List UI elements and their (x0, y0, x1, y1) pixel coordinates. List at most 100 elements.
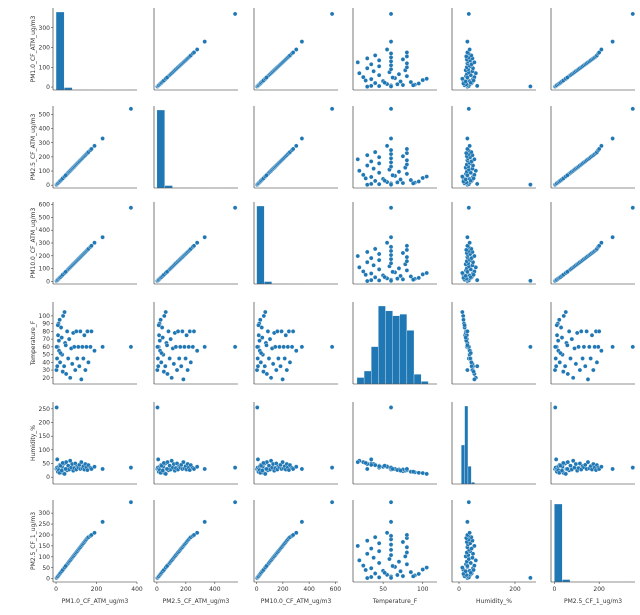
point-pm25cf1-pm25-37 (194, 530, 200, 536)
point-pm25-temp-47 (363, 176, 368, 181)
point-pm25-temp-1 (376, 181, 382, 187)
point-pm1-temp-46 (398, 79, 403, 84)
point-temp-pm10-46 (259, 335, 265, 340)
point-temp-hum-42 (462, 322, 467, 328)
point-pm1-temp-0 (364, 84, 370, 89)
hist-bar-temp-9 (421, 381, 429, 385)
panel-pm25cf1-vs-pm25: 0 200 400 PM2.5_CF_ATM_ug/m3 (153, 499, 238, 605)
point-temp-hum-45 (468, 350, 474, 356)
point-pm10-temp-30 (400, 250, 406, 256)
point-temp-pm10-12 (264, 371, 270, 377)
point-temp-hum-48 (460, 309, 465, 315)
point-pm25-temp-34 (372, 149, 378, 155)
point-pm1-hum-49 (465, 75, 470, 80)
point-pm25-temp-36 (404, 146, 410, 152)
point-hum-pm25cf1-41 (553, 457, 559, 462)
point-pm10-pm25-37 (194, 240, 200, 246)
ytick-label: 100 (39, 554, 51, 561)
point-pm25cf1-temp-20 (388, 552, 394, 558)
hist-bar-temp-4 (385, 310, 393, 385)
hist-bar-pm1-0 (55, 11, 65, 91)
point-pm25cf1-temp-7 (408, 569, 414, 575)
point-pm1-pm25-39 (232, 11, 238, 17)
point-temp-hum-25 (469, 363, 474, 369)
point-pm1-temp-49 (390, 75, 395, 80)
point-pm10-temp-25 (368, 255, 374, 261)
point-pm25cf1-hum-12 (472, 563, 477, 568)
point-temp-pm1-15 (66, 336, 72, 342)
panel-pm10-vs-hum (451, 202, 536, 285)
point-pm1-temp-39 (388, 11, 394, 17)
point-pm1-pm25cf1-49 (565, 75, 570, 80)
point-pm25-temp-6 (372, 178, 378, 184)
point-hum-pm1-27 (79, 459, 84, 465)
point-pm10-hum-46 (463, 273, 468, 279)
point-pm10-pm1-37 (92, 240, 97, 246)
point-pm25-hum-46 (463, 177, 468, 182)
point-hum-pm10-33 (286, 467, 292, 473)
point-temp-pm1-1 (54, 356, 60, 361)
point-pm25-temp-41 (368, 181, 374, 187)
point-pm1-pm10-37 (293, 47, 299, 52)
point-pm1-temp-35 (388, 51, 394, 56)
point-pm1-temp-43 (395, 81, 400, 87)
panel-pm25cf1-vs-temp: 50 100 Temperature_F (352, 499, 437, 605)
ytick-label: 200 (39, 45, 51, 52)
point-pm10-pm25-36 (191, 243, 197, 249)
hist-bar-temp-1 (363, 370, 372, 385)
point-temp-pm1-0 (54, 367, 59, 373)
point-hum-pm10-47 (261, 460, 266, 466)
point-pm10-temp-12 (361, 269, 366, 274)
point-pm25cf1-temp-0 (364, 575, 370, 581)
point-hum-pm25cf1-21 (577, 461, 583, 466)
point-pm10-temp-35 (388, 244, 394, 250)
point-hum-pm25-48 (163, 471, 169, 477)
point-temp-pm25cf1-42 (554, 322, 560, 328)
point-temp-pm10-30 (283, 332, 289, 338)
point-temp-pm25cf1-18 (573, 361, 579, 367)
point-temp-pm1-10 (61, 363, 67, 369)
point-temp-pm25cf1-39 (630, 344, 636, 350)
point-pm25-temp-32 (388, 151, 394, 157)
ytick-label: 250 (39, 406, 51, 413)
ytick-label: 400 (39, 227, 51, 234)
ytick-label: 500 (39, 111, 51, 118)
point-temp-pm25cf1-13 (566, 329, 572, 334)
ytick-label: 250 (39, 521, 51, 528)
point-hum-pm25cf1-46 (559, 468, 565, 473)
panel-pm25-vs-pm25cf1 (550, 106, 636, 189)
ytick-label: 0 (46, 278, 50, 285)
point-pm25-temp-29 (376, 154, 382, 160)
point-pm1-temp-28 (388, 59, 394, 64)
point-pm25cf1-temp-27 (355, 543, 361, 549)
point-temp-pm1-29 (81, 356, 86, 361)
point-temp-pm25-27 (181, 377, 186, 382)
point-pm25cf1-pm1-38 (100, 519, 105, 525)
point-temp-pm1-32 (84, 344, 89, 350)
point-hum-pm10-49 (264, 466, 269, 472)
xtick-label: 50 (379, 586, 387, 593)
hist-bar-hum-0 (461, 444, 465, 485)
point-hum-pm1-16 (67, 458, 73, 464)
point-temp-pm10-40 (255, 344, 260, 350)
point-pm25cf1-pm1-39 (128, 499, 134, 505)
ytick-label: 80 (42, 328, 50, 335)
ytick-label: 100 (39, 64, 51, 71)
point-pm25-temp-10 (368, 174, 374, 180)
xtick-label: 400 (303, 586, 315, 593)
point-pm25-temp-15 (396, 169, 402, 175)
point-pm10-temp-3 (400, 277, 406, 282)
point-pm25cf1-hum-46 (463, 569, 468, 574)
ytick-label: 0 (46, 474, 50, 481)
point-temp-pm1-46 (59, 335, 64, 340)
point-hum-pm1-38 (100, 466, 105, 472)
point-hum-pm10-48 (263, 471, 268, 477)
point-temp-pm25-36 (191, 329, 197, 334)
ytick-label: 300 (39, 25, 51, 32)
ytick-label: 150 (39, 433, 51, 440)
point-temp-pm1-47 (60, 369, 65, 374)
point-temp-pm10-14 (266, 356, 272, 361)
panel-pm1-vs-pm1: PM1.0_CF_ATM_ug/m3 0 100 200 300 (30, 8, 138, 91)
point-pm25-temp-44 (416, 179, 422, 184)
